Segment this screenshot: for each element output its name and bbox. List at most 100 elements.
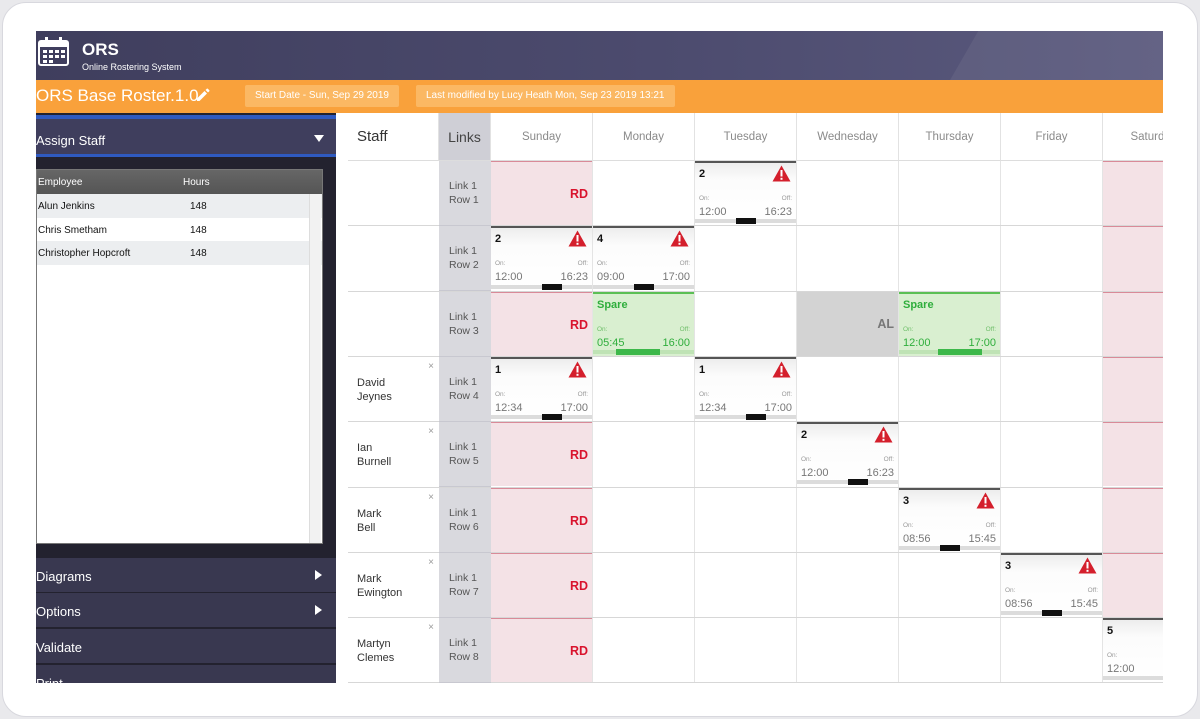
roster-name[interactable]: ORS Base Roster.1.0 (36, 86, 199, 106)
on-time: 12:34 (699, 401, 727, 414)
caret-down-icon (314, 135, 324, 142)
rest-day-cell-saturday[interactable]: RD (1103, 226, 1163, 291)
off-time: 17:00 (968, 336, 996, 349)
staff-cell[interactable]: Ian Burnell × (348, 422, 439, 487)
link-cell: Link 1 Row 4 (439, 356, 491, 422)
sidebar-menu-label: Validate (36, 640, 83, 655)
annual-leave-cell[interactable]: AL (797, 291, 898, 356)
day-header-tuesday: Tuesday (695, 113, 797, 161)
staff-cell[interactable]: David Jeynes × (348, 357, 439, 422)
sidebar-menu-validate[interactable]: Validate (36, 629, 336, 664)
link-label-line: Link 1 (449, 571, 478, 584)
rest-day-cell-sunday[interactable]: RD (491, 422, 592, 487)
day-header-thursday: Thursday (899, 113, 1001, 161)
staff-name-line: Burnell (357, 456, 392, 469)
day-header-saturday: Saturday (1103, 113, 1163, 161)
assign-staff-label: Assign Staff (36, 133, 106, 148)
employee-row[interactable]: Christopher Hopcroft 148 (37, 241, 322, 265)
spare-shift-card[interactable]: Spare On: Off: 05:45 16:00 (593, 291, 694, 356)
employee-row[interactable]: Chris Smetham 148 (37, 217, 322, 241)
warning-icon[interactable] (772, 361, 791, 378)
spare-shift-card[interactable]: Spare On: Off: 12:00 17:00 (899, 291, 1000, 356)
on-time-label: On: (495, 390, 506, 398)
off-time: 17:00 (764, 401, 792, 414)
staff-cell[interactable] (348, 226, 439, 291)
rest-day-cell-sunday[interactable]: RD (491, 161, 592, 226)
shift-card[interactable]: 2 On: Off: 12:00 16:23 (797, 422, 898, 487)
remove-staff-icon[interactable]: × (428, 491, 434, 503)
off-time-label: Off: (1087, 586, 1098, 594)
staff-column-header: Staff (348, 113, 439, 161)
warning-icon[interactable] (976, 492, 995, 509)
off-time: 15:45 (968, 532, 996, 545)
on-time: 12:00 (495, 271, 523, 284)
calendar-logo-icon (38, 37, 69, 66)
roster-name-text: ORS Base Roster.1.0 (36, 86, 199, 105)
staff-name-line: Mark (357, 507, 382, 520)
rest-day-cell-sunday[interactable]: RD (491, 618, 592, 683)
on-time: 08:56 (1005, 597, 1033, 610)
ors-app-window: ORS Online Rostering System ORS Base Ros… (36, 31, 1163, 683)
sidebar-menu-options[interactable]: Options (36, 593, 336, 628)
rest-day-cell-saturday[interactable]: RD (1103, 552, 1163, 618)
rest-day-cell-saturday[interactable]: RD (1103, 161, 1163, 226)
row-divider (348, 551, 1163, 553)
staff-cell[interactable]: Mark Bell × (348, 488, 439, 553)
employee-hours: 148 (190, 224, 207, 236)
shift-card[interactable]: 4 On: Off: 09:00 17:00 (593, 226, 694, 291)
spare-label: Spare (903, 298, 934, 311)
shift-card[interactable]: 3 On: Off: 08:56 15:45 (1001, 552, 1102, 618)
warning-icon[interactable] (772, 165, 791, 182)
rest-day-cell-sunday[interactable]: RD (491, 487, 592, 552)
staff-cell[interactable]: Mark Ewington × (348, 553, 439, 618)
link-label-line: Row 6 (449, 520, 479, 533)
off-time-label: Off: (781, 390, 792, 398)
row-divider (348, 617, 1163, 619)
remove-staff-icon[interactable]: × (428, 622, 434, 634)
staff-cell[interactable] (348, 292, 439, 357)
warning-icon[interactable] (874, 426, 893, 443)
warning-icon[interactable] (568, 361, 587, 378)
shift-card[interactable]: 2 On: Off: 12:00 16:23 (695, 161, 796, 226)
warning-icon[interactable] (568, 230, 587, 247)
links-column-header: Links (439, 113, 491, 161)
employee-hours: 148 (190, 248, 207, 259)
on-time-label: On: (903, 521, 914, 529)
employee-name: Alun Jenkins (38, 201, 95, 212)
remove-staff-icon[interactable]: × (428, 360, 434, 372)
rest-day-cell-saturday[interactable]: RD (1103, 422, 1163, 487)
warning-icon[interactable] (670, 230, 689, 247)
on-time-label: On: (903, 325, 914, 333)
shift-timeline-marker (1041, 610, 1062, 617)
shift-card[interactable]: 1 On: Off: 12:34 17:00 (695, 356, 796, 422)
rest-day-cell-sunday[interactable]: RD (491, 552, 592, 618)
column-header-hours[interactable]: Hours (183, 177, 210, 188)
sidebar-menu-label: Options (36, 604, 81, 619)
shift-card[interactable]: 5 On: 12:00 (1103, 618, 1163, 683)
pencil-edit-icon[interactable] (194, 86, 212, 104)
rest-day-cell-saturday[interactable]: RD (1103, 487, 1163, 552)
rest-day-cell-sunday[interactable]: RD (491, 291, 592, 356)
link-label-line: Row 5 (449, 455, 479, 468)
employee-row[interactable]: Alun Jenkins 148 (37, 194, 322, 218)
column-header-employee[interactable]: Employee (38, 177, 83, 188)
sidebar-menu-print[interactable]: Print (36, 665, 336, 683)
staff-cell[interactable]: Martyn Clemes × (348, 618, 439, 683)
warning-icon[interactable] (1078, 557, 1097, 574)
staff-name-line: Jeynes (357, 390, 392, 403)
shift-card[interactable]: 2 On: Off: 12:00 16:23 (491, 226, 592, 291)
on-time: 08:56 (903, 532, 931, 545)
remove-staff-icon[interactable]: × (428, 556, 434, 568)
remove-staff-icon[interactable]: × (428, 426, 434, 438)
employee-table-scrollbar[interactable] (309, 194, 321, 543)
shift-card[interactable]: 3 On: Off: 08:56 15:45 (899, 487, 1000, 552)
employee-table-header: Employee Hours (37, 170, 322, 194)
rest-day-cell-saturday[interactable]: RD (1103, 291, 1163, 356)
app-title: ORS (82, 40, 119, 59)
staff-cell[interactable] (348, 161, 439, 226)
rest-day-cell-saturday[interactable]: RD (1103, 356, 1163, 422)
assign-staff-panel-toggle[interactable]: Assign Staff (36, 115, 336, 157)
shift-card[interactable]: 1 On: Off: 12:34 17:00 (491, 356, 592, 422)
day-header-wednesday: Wednesday (797, 113, 899, 161)
sidebar-menu-diagrams[interactable]: Diagrams (36, 558, 336, 593)
